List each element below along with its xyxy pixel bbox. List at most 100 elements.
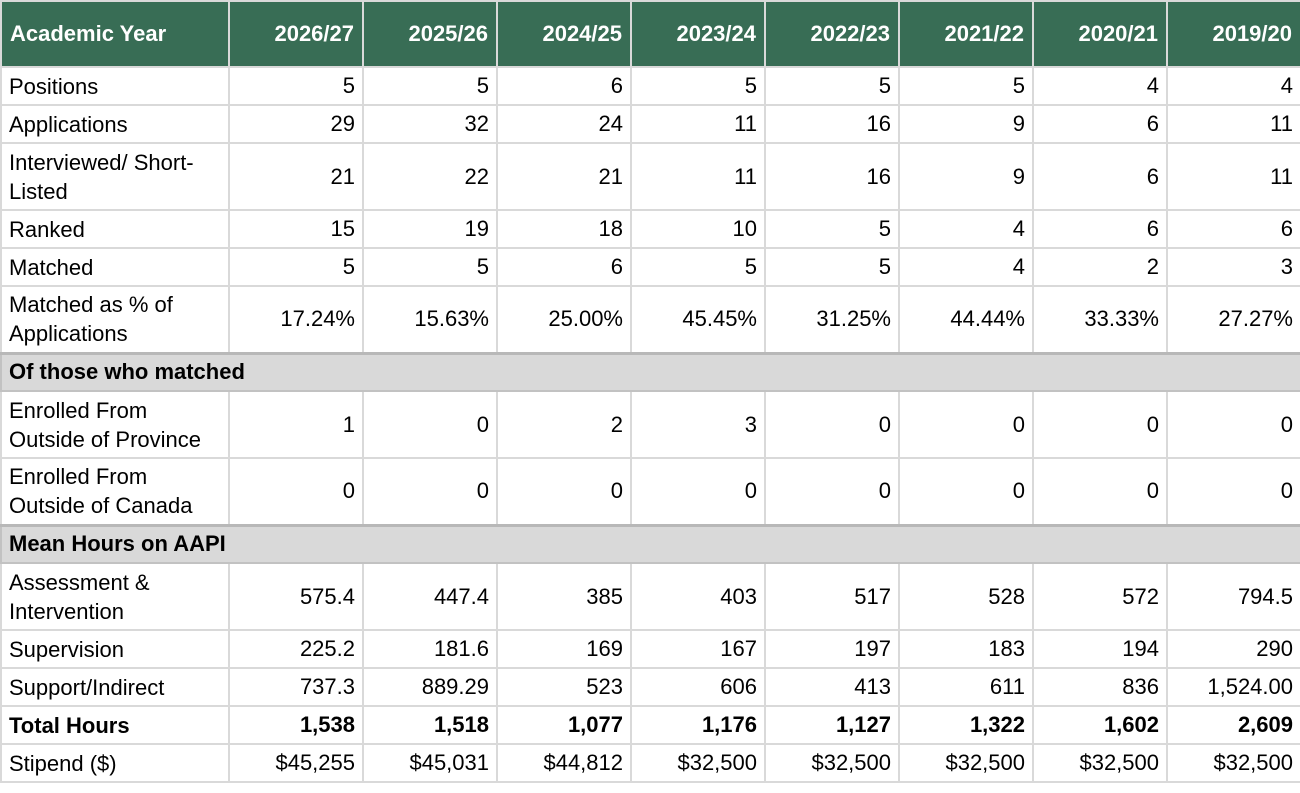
cell-value: 1,524.00 xyxy=(1166,667,1300,707)
cell-value: $32,500 xyxy=(764,743,900,783)
cell-value: 169 xyxy=(496,629,632,669)
cell-value: 31.25% xyxy=(764,285,900,354)
cell-value: 1,518 xyxy=(362,705,498,745)
row-label: Interviewed/ Short-Listed xyxy=(0,142,230,211)
cell-value: 4 xyxy=(1166,66,1300,106)
row-label: Assessment & Intervention xyxy=(0,562,230,631)
cell-value: 16 xyxy=(764,142,900,211)
row-label: Applications xyxy=(0,104,230,144)
cell-value: 1,322 xyxy=(898,705,1034,745)
row-positions: Positions 5 5 6 5 5 5 4 4 xyxy=(0,66,1300,106)
cell-value: $45,255 xyxy=(228,743,364,783)
cell-value: 0 xyxy=(630,457,766,526)
cell-value: 1,127 xyxy=(764,705,900,745)
cell-value: 6 xyxy=(1032,209,1168,249)
row-matched: Matched 5 5 6 5 5 4 2 3 xyxy=(0,247,1300,287)
cell-value: 5 xyxy=(228,66,364,106)
row-label: Matched xyxy=(0,247,230,287)
year-header: 2021/22 xyxy=(898,0,1034,68)
cell-value: 181.6 xyxy=(362,629,498,669)
cell-value: 0 xyxy=(764,457,900,526)
row-label: Total Hours xyxy=(0,705,230,745)
cell-value: 1,602 xyxy=(1032,705,1168,745)
cell-value: 517 xyxy=(764,562,900,631)
cell-value: $44,812 xyxy=(496,743,632,783)
cell-value: 2 xyxy=(1032,247,1168,287)
cell-value: 15 xyxy=(228,209,364,249)
cell-value: 4 xyxy=(898,209,1034,249)
row-supervision: Supervision 225.2 181.6 169 167 197 183 … xyxy=(0,629,1300,669)
cell-value: 4 xyxy=(898,247,1034,287)
row-ranked: Ranked 15 19 18 10 5 4 6 6 xyxy=(0,209,1300,249)
cell-value: 6 xyxy=(1032,142,1168,211)
cell-value: 0 xyxy=(764,390,900,459)
cell-value: 1,176 xyxy=(630,705,766,745)
cell-value: 24 xyxy=(496,104,632,144)
header-row: Academic Year 2026/27 2025/26 2024/25 20… xyxy=(0,0,1300,68)
cell-value: 194 xyxy=(1032,629,1168,669)
cell-value: 1 xyxy=(228,390,364,459)
row-label: Ranked xyxy=(0,209,230,249)
cell-value: 6 xyxy=(496,247,632,287)
cell-value: 2,609 xyxy=(1166,705,1300,745)
cell-value: 3 xyxy=(630,390,766,459)
cell-value: 6 xyxy=(496,66,632,106)
cell-value: 16 xyxy=(764,104,900,144)
cell-value: 22 xyxy=(362,142,498,211)
cell-value: 0 xyxy=(1166,457,1300,526)
cell-value: 447.4 xyxy=(362,562,498,631)
cell-value: $32,500 xyxy=(1032,743,1168,783)
row-support: Support/Indirect 737.3 889.29 523 606 41… xyxy=(0,667,1300,707)
cell-value: $32,500 xyxy=(898,743,1034,783)
row-assessment: Assessment & Intervention 575.4 447.4 38… xyxy=(0,562,1300,631)
cell-value: 15.63% xyxy=(362,285,498,354)
cell-value: 385 xyxy=(496,562,632,631)
row-outside-province: Enrolled From Outside of Province 1 0 2 … xyxy=(0,390,1300,459)
row-label: Support/Indirect xyxy=(0,667,230,707)
row-interviewed: Interviewed/ Short-Listed 21 22 21 11 16… xyxy=(0,142,1300,211)
cell-value: 572 xyxy=(1032,562,1168,631)
cell-value: 0 xyxy=(1032,390,1168,459)
cell-value: $32,500 xyxy=(1166,743,1300,783)
cell-value: 413 xyxy=(764,667,900,707)
cell-value: 523 xyxy=(496,667,632,707)
cell-value: 5 xyxy=(764,247,900,287)
cell-value: 528 xyxy=(898,562,1034,631)
cell-value: 5 xyxy=(764,66,900,106)
cell-value: 11 xyxy=(630,104,766,144)
cell-value: 6 xyxy=(1166,209,1300,249)
year-header: 2026/27 xyxy=(228,0,364,68)
cell-value: 197 xyxy=(764,629,900,669)
cell-value: 5 xyxy=(630,247,766,287)
cell-value: 794.5 xyxy=(1166,562,1300,631)
cell-value: 6 xyxy=(1032,104,1168,144)
cell-value: 1,538 xyxy=(228,705,364,745)
year-header: 2023/24 xyxy=(630,0,766,68)
cell-value: 0 xyxy=(898,390,1034,459)
cell-value: 17.24% xyxy=(228,285,364,354)
row-total-hours: Total Hours 1,538 1,518 1,077 1,176 1,12… xyxy=(0,705,1300,745)
cell-value: 5 xyxy=(630,66,766,106)
cell-value: 183 xyxy=(898,629,1034,669)
cell-value: 19 xyxy=(362,209,498,249)
cell-value: 0 xyxy=(1166,390,1300,459)
cell-value: 5 xyxy=(228,247,364,287)
row-label: Enrolled From Outside of Province xyxy=(0,390,230,459)
year-header: 2024/25 xyxy=(496,0,632,68)
cell-value: 10 xyxy=(630,209,766,249)
year-header: 2022/23 xyxy=(764,0,900,68)
cell-value: $32,500 xyxy=(630,743,766,783)
cell-value: 290 xyxy=(1166,629,1300,669)
cell-value: 25.00% xyxy=(496,285,632,354)
row-matched-pct: Matched as % of Applications 17.24% 15.6… xyxy=(0,285,1300,354)
cell-value: 1,077 xyxy=(496,705,632,745)
cell-value: 0 xyxy=(362,390,498,459)
cell-value: 5 xyxy=(764,209,900,249)
cell-value: 0 xyxy=(898,457,1034,526)
section-header-hours: Mean Hours on AAPI xyxy=(0,523,1300,564)
cell-value: 3 xyxy=(1166,247,1300,287)
cell-value: 836 xyxy=(1032,667,1168,707)
cell-value: 44.44% xyxy=(898,285,1034,354)
cell-value: 5 xyxy=(898,66,1034,106)
